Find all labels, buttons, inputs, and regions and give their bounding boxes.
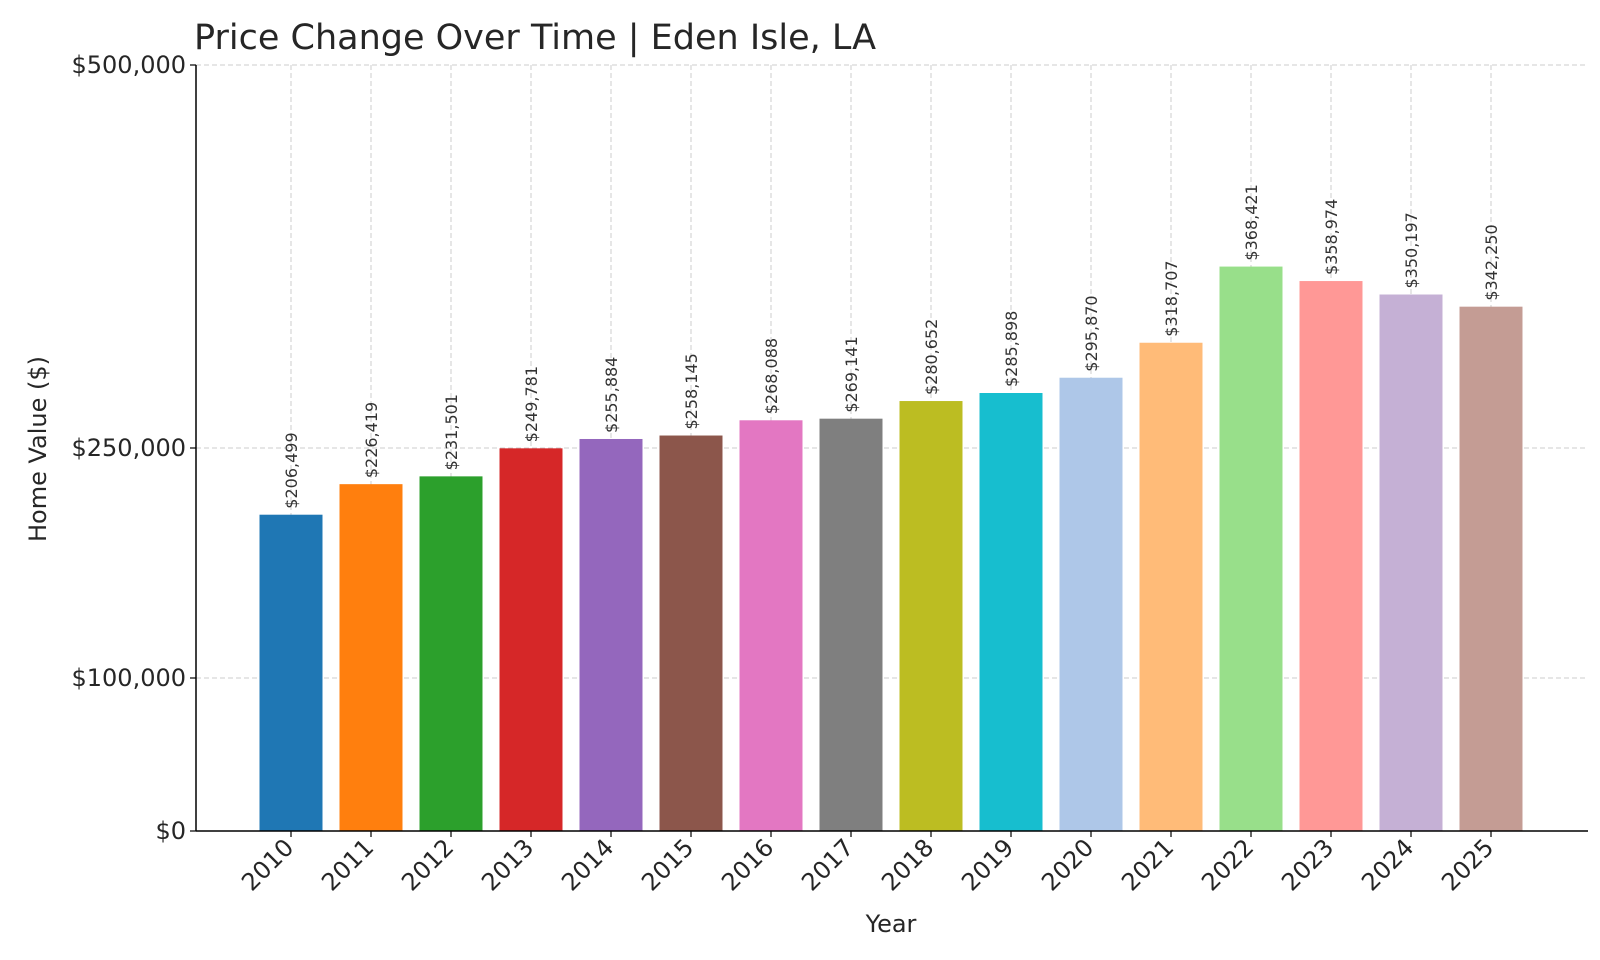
bar-value-label: $268,088: [762, 338, 781, 414]
x-tick-label: 2015: [636, 833, 699, 896]
bar-2011: [339, 484, 403, 831]
bar-2013: [499, 448, 563, 831]
x-tick-label: 2019: [956, 833, 1019, 896]
bar-value-label: $358,974: [1322, 199, 1341, 275]
bar-2025: [1459, 306, 1523, 832]
bar-2014: [579, 438, 643, 831]
y-tick-label: $250,000: [71, 434, 186, 462]
x-tick-label: 2025: [1436, 833, 1499, 896]
bar-value-label: $368,421: [1242, 184, 1261, 260]
x-tick-label: 2022: [1196, 833, 1259, 896]
x-tick-label: 2023: [1276, 833, 1339, 896]
y-tick-label: $100,000: [71, 664, 186, 692]
y-tick-label: $0: [155, 817, 186, 845]
bar-value-label: $350,197: [1402, 212, 1421, 288]
bar-2012: [419, 476, 483, 831]
x-tick-label: 2020: [1036, 833, 1099, 896]
y-tick-label: $500,000: [71, 51, 186, 79]
bar-2010: [259, 514, 323, 831]
bar-value-label: $255,884: [602, 357, 621, 433]
bar-value-label: $280,652: [922, 319, 941, 395]
x-tick-label: 2021: [1116, 833, 1179, 896]
bar-2022: [1219, 266, 1283, 831]
x-tick-label: 2016: [716, 833, 779, 896]
bar-value-label: $269,141: [842, 336, 861, 412]
bar-value-label: $231,501: [442, 394, 461, 470]
bar-value-label: $295,870: [1082, 295, 1101, 371]
x-tick-label: 2017: [796, 833, 859, 896]
bar-2019: [979, 393, 1043, 831]
x-axis-label: Year: [865, 910, 917, 938]
x-tick-label: 2013: [476, 833, 539, 896]
bar-2015: [659, 435, 723, 831]
chart-title: Price Change Over Time | Eden Isle, LA: [194, 18, 877, 58]
bars: [259, 266, 1523, 832]
bar-2017: [819, 418, 883, 831]
x-tick-label: 2012: [396, 833, 459, 896]
grid-lines: [196, 64, 1588, 831]
y-axis-ticks: $0 $100,000 $250,000 $500,000: [71, 51, 196, 845]
bar-2023: [1299, 281, 1363, 831]
bar-value-label: $342,250: [1482, 224, 1501, 300]
bar-2016: [739, 420, 803, 831]
x-axis-ticks: 2010 2011 2012 2013 2014 2015 2016 2017 2018 2019…: [236, 831, 1499, 896]
bar-value-label: $206,499: [282, 432, 301, 508]
x-tick-label: 2011: [316, 833, 379, 896]
bar-value-label: $285,898: [1002, 311, 1021, 387]
bar-2021: [1139, 342, 1203, 831]
bar-value-label: $249,781: [522, 366, 541, 442]
bar-2024: [1379, 294, 1443, 832]
bar-2018: [899, 401, 963, 831]
bar-value-label: $258,145: [682, 353, 701, 429]
bar-value-label: $318,707: [1162, 260, 1181, 336]
bar-2020: [1059, 377, 1123, 831]
x-tick-label: 2018: [876, 833, 939, 896]
x-tick-label: 2014: [556, 833, 619, 896]
x-tick-label: 2024: [1356, 833, 1419, 896]
y-axis-label: Home Value ($): [24, 356, 52, 542]
x-tick-label: 2010: [236, 833, 299, 896]
bar-value-label: $226,419: [362, 402, 381, 478]
bar-value-labels: $206,499 $226,419 $231,501 $249,781 $255,884…: [282, 184, 1501, 508]
